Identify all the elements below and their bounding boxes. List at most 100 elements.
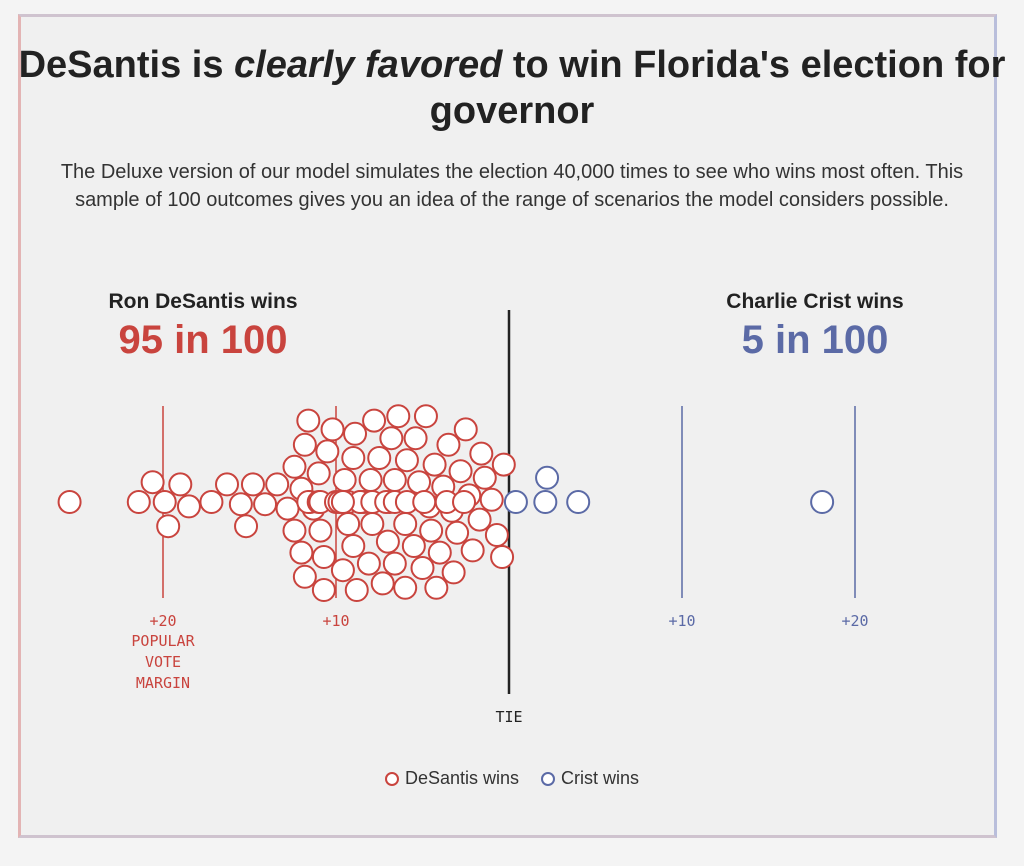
point-desantis-60	[386, 404, 411, 429]
point-desantis-82	[441, 560, 466, 585]
legend-desantis-circle-icon	[384, 771, 399, 786]
point-desantis-2	[126, 490, 151, 514]
point-desantis-19	[289, 540, 314, 565]
legend-crist-label: Crist wins	[561, 768, 640, 788]
point-desantis-6	[168, 472, 193, 497]
point-desantis-69	[410, 556, 435, 580]
point-desantis-91	[479, 487, 504, 512]
point-desantis-48	[356, 551, 381, 576]
point-desantis-18	[282, 454, 307, 479]
point-desantis-87	[460, 538, 485, 563]
point-desantis-81	[445, 520, 470, 545]
point-desantis-90	[469, 441, 494, 466]
point-desantis-4	[152, 490, 177, 514]
title-after: to win Florida's election for governor	[429, 44, 1006, 132]
point-desantis-38	[330, 558, 355, 583]
point-desantis-8	[199, 490, 224, 514]
point-desantis-73	[412, 490, 437, 514]
title-before: DeSantis is	[18, 44, 235, 86]
point-desantis-23	[292, 564, 317, 589]
title-emphasis: clearly favored	[234, 44, 503, 86]
tick-label-republican-20: +20	[149, 612, 176, 630]
tick-label-tie: TIE	[495, 708, 522, 726]
point-desantis-67	[403, 426, 428, 451]
point-desantis-7	[176, 494, 201, 519]
tick-label-democrat-10: +10	[668, 612, 695, 630]
point-desantis-93	[490, 545, 515, 569]
point-desantis-74	[422, 452, 447, 477]
point-crist-3	[535, 465, 560, 490]
graphic-frame	[18, 14, 997, 838]
point-desantis-40	[341, 534, 366, 558]
point-desantis-88	[467, 507, 492, 532]
point-desantis-47	[358, 468, 383, 492]
point-desantis-11	[234, 514, 259, 539]
point-desantis-30	[315, 439, 340, 464]
legend: DeSantis wins Crist wins	[0, 768, 1024, 789]
point-desantis-14	[265, 472, 290, 497]
point-desantis-9	[215, 472, 240, 497]
desantis-label: Ron DeSantis wins	[108, 290, 298, 313]
point-desantis-3	[140, 470, 165, 495]
point-desantis-63	[394, 448, 419, 473]
point-desantis-75	[427, 540, 452, 565]
point-desantis-35	[332, 468, 357, 492]
point-desantis-78	[436, 432, 461, 457]
page-title: DeSantis is clearly favored to win Flori…	[0, 42, 1024, 134]
point-desantis-20	[292, 432, 317, 457]
point-desantis-15	[275, 496, 300, 521]
point-desantis-28	[311, 545, 336, 569]
point-crist-1	[503, 490, 528, 514]
point-desantis-65	[401, 534, 426, 558]
desantis-count: 95 in 100	[118, 318, 288, 362]
point-desantis-51	[362, 408, 387, 433]
crist-count: 5 in 100	[741, 318, 889, 362]
point-desantis-70	[413, 404, 438, 429]
point-desantis-84	[453, 417, 478, 442]
tick-label-republican-10: +10	[322, 612, 349, 630]
point-desantis-49	[360, 512, 385, 536]
point-desantis-31	[320, 417, 345, 442]
point-crist-2	[533, 490, 558, 514]
point-desantis-41	[343, 421, 368, 446]
chart-subtitle: The Deluxe version of our model simulate…	[60, 161, 964, 211]
tick-label-democrat-20: +20	[841, 612, 868, 630]
point-desantis-54	[375, 529, 400, 554]
point-desantis-83	[448, 459, 473, 484]
point-desantis-68	[407, 470, 432, 495]
point-desantis-24	[296, 408, 321, 433]
point-desantis-64	[393, 575, 418, 600]
point-desantis-92	[484, 523, 509, 547]
point-desantis-58	[379, 426, 404, 451]
point-crist-5	[810, 490, 835, 514]
point-desantis-72	[419, 518, 444, 543]
axis-note-line-3: MARGIN	[136, 674, 190, 692]
point-desantis-59	[382, 551, 407, 576]
point-desantis-50	[367, 446, 392, 470]
point-desantis-94	[491, 452, 516, 477]
legend-item-desantis: DeSantis wins	[384, 768, 520, 789]
point-desantis-10	[228, 492, 253, 517]
point-desantis-22	[306, 461, 331, 486]
point-desantis-37	[336, 512, 361, 536]
point-desantis-1	[57, 490, 82, 514]
point-desantis-57	[382, 468, 407, 492]
point-crist-4	[566, 490, 591, 514]
point-desantis-39	[341, 446, 366, 470]
point-desantis-27	[308, 518, 333, 543]
axis-note-line-1: POPULAR	[131, 632, 195, 650]
point-desantis-13	[253, 492, 278, 517]
crist-label: Charlie Crist wins	[726, 290, 904, 313]
point-desantis-32	[311, 578, 336, 602]
point-desantis-43	[344, 578, 369, 602]
legend-desantis-label: DeSantis wins	[404, 768, 520, 788]
legend-item-crist: Crist wins	[541, 768, 639, 789]
point-desantis-89	[472, 465, 497, 490]
point-desantis-16	[282, 518, 307, 543]
legend-crist-circle-icon	[541, 771, 556, 786]
axis-note-line-2: VOTE	[145, 653, 181, 671]
point-desantis-95	[330, 490, 355, 514]
point-desantis-12	[240, 472, 265, 497]
point-desantis-77	[424, 575, 449, 600]
